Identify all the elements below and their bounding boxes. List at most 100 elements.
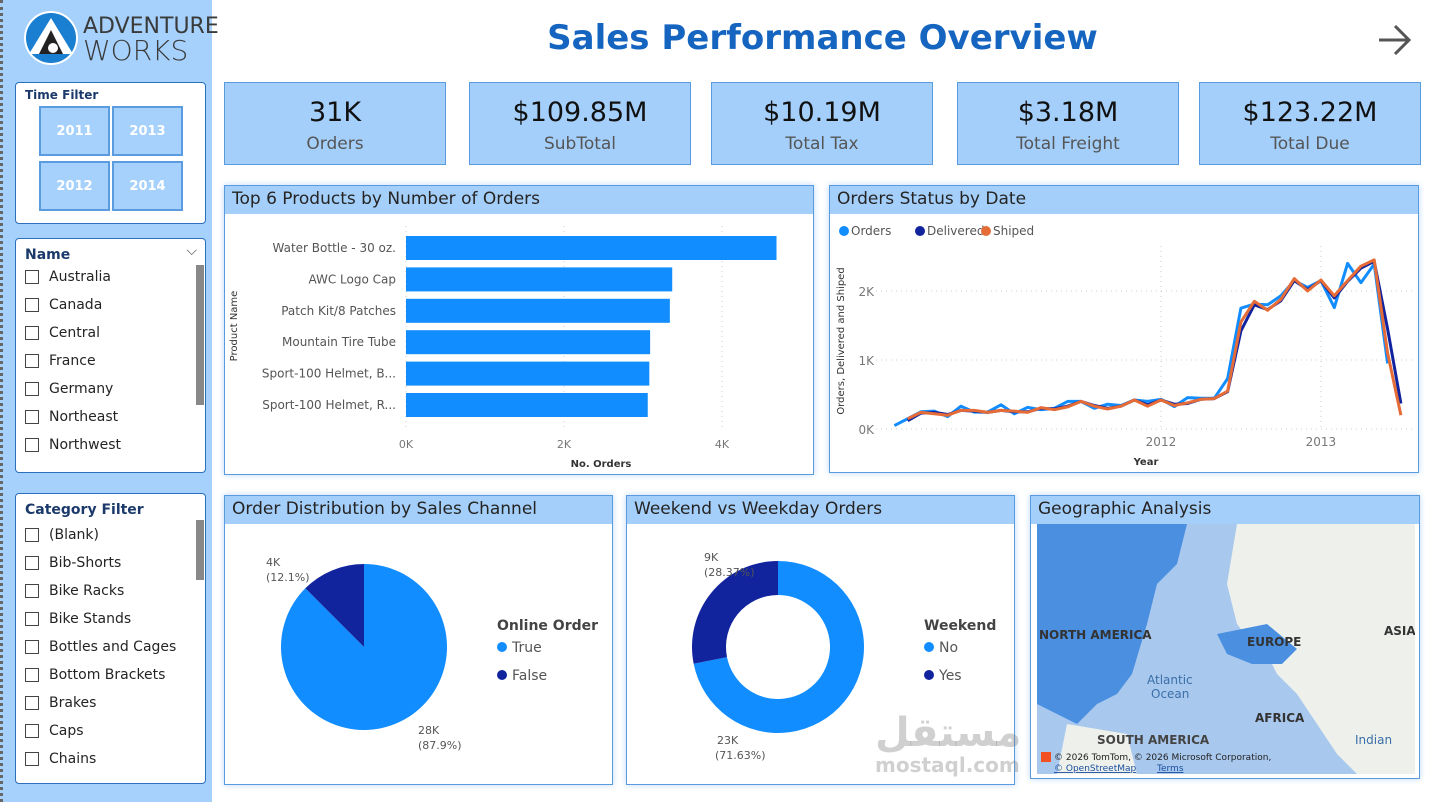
checkbox[interactable] <box>25 724 39 738</box>
slicer-item-label: Chains <box>49 751 97 767</box>
terms-link[interactable]: Terms <box>1156 764 1184 774</box>
slicer-item[interactable]: Northeast <box>25 407 118 427</box>
watermark-domain: mostaql.com <box>875 753 1020 777</box>
orders-status-chart: Orders Status by Date Orders Delivered Shi… <box>829 185 1419 473</box>
checkbox[interactable] <box>25 640 39 654</box>
chevron-down-icon[interactable]: ⌵ <box>186 243 197 259</box>
data-label-pct: (28.37%) <box>704 566 755 579</box>
data-label: 9K <box>704 551 719 564</box>
legend-label: True <box>511 640 542 656</box>
legend-title: Weekend <box>924 618 996 634</box>
slicer-item[interactable]: (Blank) <box>25 525 99 545</box>
pie-chart-svg: 28K (87.9%) True 4K (12.1%) False Online Order <box>266 556 598 752</box>
bar-category-label: Patch Kit/8 Patches <box>281 304 396 318</box>
logo-line1: ADVENTURE <box>83 14 219 39</box>
arrow-right-icon[interactable] <box>1377 24 1413 56</box>
checkbox[interactable] <box>25 298 39 312</box>
slicer-item[interactable]: Chains <box>25 749 96 769</box>
checkbox[interactable] <box>25 382 39 396</box>
bar <box>406 267 673 292</box>
bar-category-label: Mountain Tire Tube <box>282 335 396 349</box>
bar <box>406 393 648 417</box>
checkbox[interactable] <box>25 668 39 682</box>
slicer-item[interactable]: Bike Stands <box>25 609 131 629</box>
checkbox[interactable] <box>25 528 39 542</box>
checkbox[interactable] <box>25 584 39 598</box>
osm-link[interactable]: © OpenStreetMap <box>1054 764 1137 774</box>
name-slicer-title: Name <box>25 247 71 263</box>
slicer-item[interactable]: Brakes <box>25 693 96 713</box>
slicer-item[interactable]: France <box>25 351 96 371</box>
time-filter-slicer: Time Filter 2011 2013 2012 2014 <box>15 82 206 224</box>
slicer-item-label: Bottles and Cages <box>49 639 177 655</box>
slicer-item[interactable]: Caps <box>25 721 84 741</box>
kpi-label: Total Tax <box>785 134 859 154</box>
legend-marker <box>924 670 934 680</box>
category-slicer-scrollbar[interactable] <box>196 520 204 580</box>
slicer-item-label: (Blank) <box>49 527 99 543</box>
slicer-item-label: Bib-Shorts <box>49 555 122 571</box>
checkbox[interactable] <box>25 752 39 766</box>
category-slicer: Category Filter (Blank) Bib-Shorts Bike Ra… <box>15 493 206 784</box>
x-tick-label: 2012 <box>1146 435 1177 449</box>
checkbox[interactable] <box>25 354 39 368</box>
kpi-label: SubTotal <box>543 134 617 154</box>
bar-category-label: AWC Logo Cap <box>308 272 396 286</box>
year-button-2013[interactable]: 2013 <box>112 106 183 156</box>
chart-title: Top 6 Products by Number of Orders <box>225 186 813 214</box>
sidebar: ADVENTURE WORKS Time Filter 2011 2013 20… <box>0 0 219 802</box>
slicer-item[interactable]: Canada <box>25 295 102 315</box>
x-axis-title: Year <box>1133 457 1159 468</box>
y-tick-label: 0K <box>858 423 875 437</box>
chart-title: Orders Status by Date <box>830 186 1418 214</box>
name-slicer-scrollbar[interactable] <box>196 265 204 405</box>
slicer-item[interactable]: Bike Racks <box>25 581 124 601</box>
slicer-item[interactable]: Germany <box>25 379 113 399</box>
checkbox[interactable] <box>25 696 39 710</box>
kpi-card-total-freight: $3.18M Total Freight <box>957 82 1179 165</box>
checkbox[interactable] <box>25 556 39 570</box>
legend-marker <box>497 642 507 652</box>
line-chart-svg: OrdersDeliveredShiped0K1K2K201220132014Y… <box>836 224 1415 468</box>
map-label: AFRICA <box>1255 711 1305 725</box>
legend-label: No <box>939 640 958 656</box>
checkbox[interactable] <box>25 410 39 424</box>
map-canvas[interactable]: NORTH AMERICA EUROPE ASIA AFRICA Atlanti… <box>1037 524 1415 774</box>
page-title: Sales Performance Overview <box>547 18 1098 58</box>
year-button-2012[interactable]: 2012 <box>39 161 110 211</box>
map-label: EUROPE <box>1247 635 1301 649</box>
map-title: Geographic Analysis <box>1031 496 1419 524</box>
data-label: 28K <box>418 724 440 737</box>
slicer-item[interactable]: Bottles and Cages <box>25 637 176 657</box>
kpi-value: $10.19M <box>763 97 881 128</box>
year-button-2011[interactable]: 2011 <box>39 106 110 156</box>
slicer-item[interactable]: Australia <box>25 267 111 287</box>
checkbox[interactable] <box>25 326 39 340</box>
geographic-map: Geographic Analysis NORTH AMERICA EUROPE… <box>1030 495 1420 779</box>
checkbox[interactable] <box>25 270 39 284</box>
data-label-pct: (71.63%) <box>715 749 766 762</box>
bar-category-label: Sport-100 Helmet, R... <box>262 398 396 412</box>
slicer-item-label: Canada <box>49 297 103 313</box>
slicer-item[interactable]: Central <box>25 323 100 343</box>
slicer-item[interactable]: Northwest <box>25 435 121 455</box>
kpi-label: Orders <box>306 134 364 154</box>
kpi-card-subtotal: $109.85M SubTotal <box>469 82 691 165</box>
map-label: NORTH AMERICA <box>1039 628 1152 642</box>
kpi-card-total-due: $123.22M Total Due <box>1199 82 1421 165</box>
slicer-item[interactable]: Bib-Shorts <box>25 553 121 573</box>
map-label: ASIA <box>1384 624 1415 638</box>
checkbox[interactable] <box>25 438 39 452</box>
map-label: Atlantic <box>1147 673 1193 687</box>
slicer-item[interactable]: Bottom Brackets <box>25 665 165 685</box>
logo-line2: WORKS <box>83 34 189 67</box>
checkbox[interactable] <box>25 612 39 626</box>
bar-category-label: Sport-100 Helmet, B... <box>262 367 396 381</box>
slicer-item-label: Australia <box>49 269 111 285</box>
x-axis-title: No. Orders <box>571 459 632 470</box>
slicer-item-label: Brakes <box>49 695 97 711</box>
year-button-2014[interactable]: 2014 <box>112 161 183 211</box>
legend-label: Shiped <box>993 224 1034 238</box>
legend-marker <box>981 226 991 236</box>
legend-label: False <box>512 668 547 684</box>
